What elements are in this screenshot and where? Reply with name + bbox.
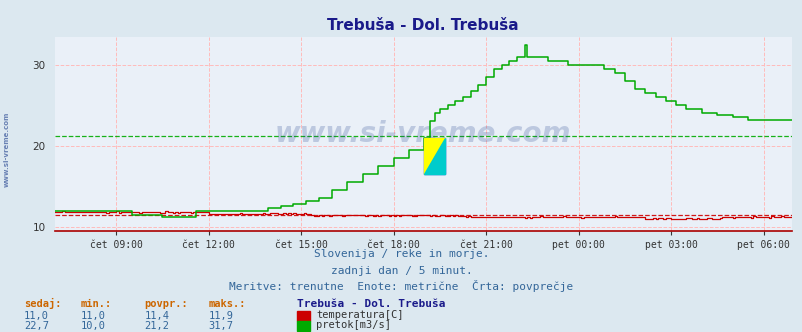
Polygon shape xyxy=(424,138,444,174)
Text: maks.:: maks.: xyxy=(209,299,246,309)
Text: sedaj:: sedaj: xyxy=(24,298,62,309)
Bar xyxy=(424,138,444,174)
Text: 22,7: 22,7 xyxy=(24,321,49,331)
Text: 11,0: 11,0 xyxy=(80,311,105,321)
Text: 11,9: 11,9 xyxy=(209,311,233,321)
Text: temperatura[C]: temperatura[C] xyxy=(316,310,403,320)
Title: Trebuša - Dol. Trebuša: Trebuša - Dol. Trebuša xyxy=(327,18,518,33)
Text: 10,0: 10,0 xyxy=(80,321,105,331)
Text: 11,4: 11,4 xyxy=(144,311,169,321)
Text: Slovenija / reke in morje.: Slovenija / reke in morje. xyxy=(314,249,488,259)
Text: Trebuša - Dol. Trebuša: Trebuša - Dol. Trebuša xyxy=(297,299,445,309)
Text: 11,0: 11,0 xyxy=(24,311,49,321)
Text: www.si-vreme.com: www.si-vreme.com xyxy=(3,112,10,187)
Text: zadnji dan / 5 minut.: zadnji dan / 5 minut. xyxy=(330,266,472,276)
Text: www.si-vreme.com: www.si-vreme.com xyxy=(274,120,571,148)
Text: Meritve: trenutne  Enote: metrične  Črta: povprečje: Meritve: trenutne Enote: metrične Črta: … xyxy=(229,281,573,292)
Text: pretok[m3/s]: pretok[m3/s] xyxy=(316,320,391,330)
Text: 21,2: 21,2 xyxy=(144,321,169,331)
Text: min.:: min.: xyxy=(80,299,111,309)
Text: 31,7: 31,7 xyxy=(209,321,233,331)
Polygon shape xyxy=(424,138,444,174)
Text: povpr.:: povpr.: xyxy=(144,299,188,309)
